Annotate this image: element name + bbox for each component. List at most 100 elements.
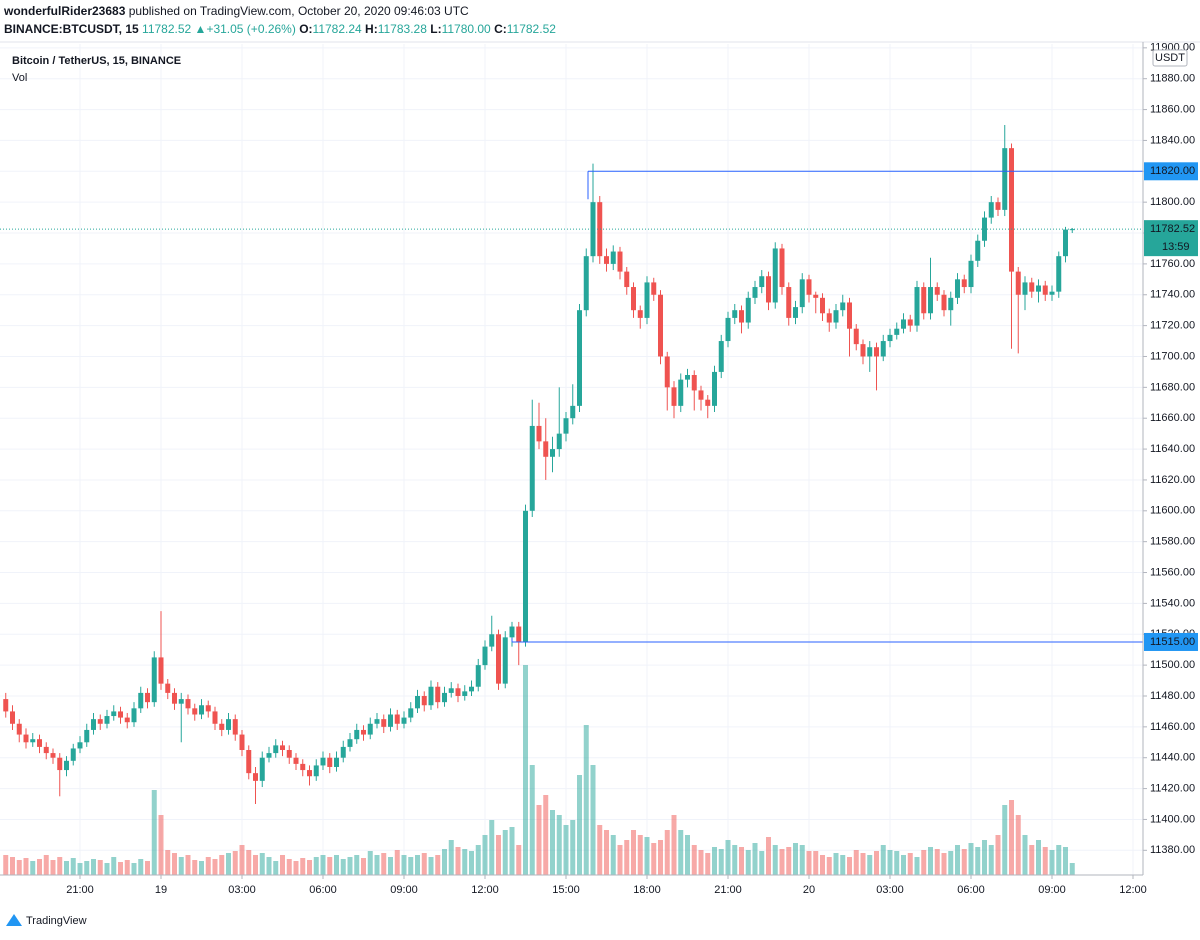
candle-body xyxy=(367,723,373,735)
volume-bar xyxy=(880,845,886,875)
brand: TradingView xyxy=(26,915,87,927)
candle-body xyxy=(320,757,326,766)
volume-bar xyxy=(50,860,56,875)
candle-body xyxy=(340,746,346,758)
volume-bar xyxy=(529,765,535,875)
volume-bar xyxy=(887,850,893,875)
volume-bar xyxy=(853,850,859,875)
candle-body xyxy=(644,282,650,318)
candle-body xyxy=(64,760,69,771)
volume-bar xyxy=(266,857,272,875)
volume-bar xyxy=(138,859,144,875)
candle-body xyxy=(455,688,461,696)
x-tick-label: 03:00 xyxy=(228,884,256,896)
candle-body xyxy=(1022,282,1028,295)
candle-body xyxy=(408,708,414,718)
y-tick-label: 11620.00 xyxy=(1150,474,1195,486)
volume-bar xyxy=(374,855,380,875)
candle-body xyxy=(16,723,22,735)
candle-body xyxy=(907,319,913,326)
volume-bar xyxy=(1036,840,1041,875)
volume-bar xyxy=(543,795,549,875)
candle-body xyxy=(570,405,576,419)
volume-bar xyxy=(192,860,198,875)
candle-body xyxy=(779,248,785,288)
candle-body xyxy=(118,711,123,718)
volume-bar xyxy=(1029,845,1035,875)
volume-bar xyxy=(806,851,812,875)
candle-body xyxy=(381,719,387,727)
volume-bar xyxy=(111,857,117,875)
symbol: BINANCE:BTCUSDT, 15 xyxy=(4,22,139,36)
candle-body xyxy=(428,686,434,706)
candle-body xyxy=(502,637,508,684)
volume-bar xyxy=(961,849,967,875)
volume-bar xyxy=(725,840,731,875)
x-tick-label: 03:00 xyxy=(876,884,904,896)
candle-body xyxy=(178,699,184,704)
legend-vol: Vol xyxy=(12,72,27,84)
candle-body xyxy=(637,310,643,318)
last-price-label: 11782.52 xyxy=(1150,223,1195,235)
c-label: C: xyxy=(494,22,507,36)
volume-bar xyxy=(367,851,373,875)
candle-body xyxy=(394,714,400,724)
y-tick-label: 11380.00 xyxy=(1150,844,1195,856)
volume-bar xyxy=(914,857,920,875)
volume-bar xyxy=(131,863,137,875)
volume-bar xyxy=(705,853,711,875)
volume-bar xyxy=(651,843,657,875)
y-tick-label: 11540.00 xyxy=(1150,597,1195,609)
price-axis: 11380.00 11400.00 11420.00 11440.00 11460.00… xyxy=(66,42,1198,896)
candle-body xyxy=(847,302,852,329)
volume-bar xyxy=(145,861,150,875)
candle-body xyxy=(489,634,495,647)
volume-bar xyxy=(172,853,177,875)
symbol-line: BINANCE:BTCUSDT, 15 11782.52 ▲+31.05 (+0… xyxy=(4,22,556,36)
volume-bar xyxy=(631,830,636,875)
volume-bar xyxy=(428,857,434,875)
y-tick-label: 11800.00 xyxy=(1150,196,1195,208)
candle-body xyxy=(867,347,873,357)
volume-bar xyxy=(509,827,515,875)
volume-bar xyxy=(462,849,468,875)
candle-body xyxy=(901,319,906,329)
candle-body xyxy=(732,310,738,318)
level-label: 11515.00 xyxy=(1150,636,1195,648)
volume-bar xyxy=(921,850,927,875)
candle-body xyxy=(239,734,245,750)
volume-bar xyxy=(286,859,292,875)
candle-body xyxy=(678,379,684,406)
y-tick-label: 11680.00 xyxy=(1150,381,1195,393)
candle-body xyxy=(219,723,225,730)
candle-body xyxy=(820,297,825,314)
candle-body xyxy=(658,294,663,357)
volume-bar xyxy=(577,775,582,875)
volume-bar xyxy=(820,855,825,875)
candle-body xyxy=(421,695,427,706)
candle-body xyxy=(853,328,859,345)
candle-body xyxy=(698,390,704,400)
brand-logo xyxy=(6,914,22,926)
candle-body xyxy=(300,763,306,771)
candle-body xyxy=(469,686,474,692)
volume-bar xyxy=(415,855,420,875)
candle-body xyxy=(334,757,339,767)
volume-bar xyxy=(1002,805,1008,875)
candle-body xyxy=(543,441,549,457)
volume-bar xyxy=(948,851,954,875)
volume-bar xyxy=(826,857,832,875)
volume-bar xyxy=(340,859,346,875)
candle-body xyxy=(415,695,420,709)
candle-body xyxy=(482,646,488,666)
candle-body xyxy=(806,279,812,295)
volume-bar xyxy=(37,859,42,875)
volume-bar xyxy=(1056,845,1062,875)
candle-body xyxy=(165,683,171,693)
candle-body xyxy=(43,746,49,754)
candle-body xyxy=(10,711,15,724)
volume-bar xyxy=(664,830,670,875)
candle-body xyxy=(1029,282,1035,292)
candle-body xyxy=(766,276,771,303)
candle-body xyxy=(124,717,130,723)
